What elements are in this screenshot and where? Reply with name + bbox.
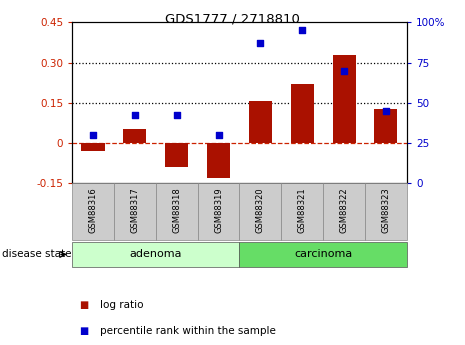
Bar bbox=[72, 183, 114, 240]
Text: GSM88322: GSM88322 bbox=[339, 187, 349, 233]
Text: carcinoma: carcinoma bbox=[294, 249, 352, 259]
Point bbox=[173, 113, 180, 118]
Point bbox=[215, 132, 222, 137]
Text: GSM88316: GSM88316 bbox=[88, 187, 98, 233]
Bar bbox=[291, 84, 314, 143]
Bar bbox=[198, 183, 239, 240]
Bar bbox=[207, 143, 230, 178]
Bar bbox=[239, 183, 281, 240]
Point bbox=[382, 108, 390, 114]
Bar bbox=[374, 109, 398, 143]
Bar bbox=[81, 143, 105, 151]
Bar bbox=[165, 143, 188, 167]
Point bbox=[89, 132, 97, 137]
Text: disease state: disease state bbox=[2, 249, 72, 259]
Text: ■: ■ bbox=[79, 326, 88, 336]
Text: GSM88318: GSM88318 bbox=[172, 187, 181, 233]
Text: GDS1777 / 2718810: GDS1777 / 2718810 bbox=[165, 12, 300, 25]
Bar bbox=[156, 183, 198, 240]
Bar bbox=[323, 183, 365, 240]
Bar bbox=[123, 129, 146, 143]
Bar bbox=[281, 183, 323, 240]
Text: adenoma: adenoma bbox=[130, 249, 182, 259]
Text: GSM88321: GSM88321 bbox=[298, 187, 307, 233]
Bar bbox=[249, 101, 272, 143]
Point bbox=[340, 68, 348, 73]
Text: ■: ■ bbox=[79, 300, 88, 310]
Text: GSM88319: GSM88319 bbox=[214, 187, 223, 233]
Text: GSM88323: GSM88323 bbox=[381, 187, 391, 233]
Bar bbox=[239, 241, 407, 267]
Text: log ratio: log ratio bbox=[100, 300, 144, 310]
Bar bbox=[114, 183, 156, 240]
Bar bbox=[365, 183, 407, 240]
Point bbox=[131, 113, 139, 118]
Text: percentile rank within the sample: percentile rank within the sample bbox=[100, 326, 276, 336]
Bar bbox=[332, 55, 356, 143]
Text: GSM88317: GSM88317 bbox=[130, 187, 140, 233]
Point bbox=[257, 40, 264, 46]
Point bbox=[299, 28, 306, 33]
Bar bbox=[72, 241, 239, 267]
Text: GSM88320: GSM88320 bbox=[256, 187, 265, 233]
